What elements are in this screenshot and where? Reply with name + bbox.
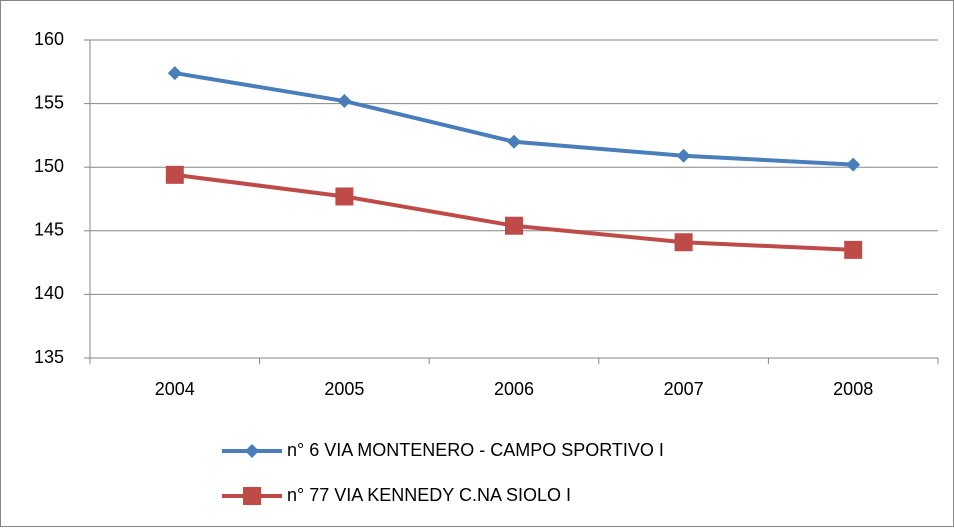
data-point [507,134,521,149]
x-tick-label: 2006 [494,379,534,399]
data-point [505,216,523,235]
data-point [674,233,693,252]
legend-label: n° 77 VIA KENNEDY C.NA SIOLO I [287,485,571,505]
data-point [676,148,691,163]
y-tick-label: 140 [34,283,64,303]
data-point [846,157,861,172]
legend-marker [243,487,261,505]
x-tick-label: 2004 [155,379,195,399]
data-point [167,66,182,81]
legend-marker [245,444,259,458]
y-tick-label: 160 [34,29,64,49]
y-tick-label: 155 [34,92,64,112]
data-point [844,240,863,259]
legend-label: n° 6 VIA MONTENERO - CAMPO SPORTIVO I [287,440,664,460]
x-tick-label: 2005 [324,379,364,399]
data-point [337,94,352,109]
x-tick-label: 2007 [664,379,704,399]
data-point [335,187,354,206]
y-tick-label: 135 [34,347,64,367]
data-point [165,165,184,184]
y-tick-label: 145 [34,220,64,240]
x-tick-label: 2008 [833,379,873,399]
y-tick-label: 150 [34,156,64,176]
